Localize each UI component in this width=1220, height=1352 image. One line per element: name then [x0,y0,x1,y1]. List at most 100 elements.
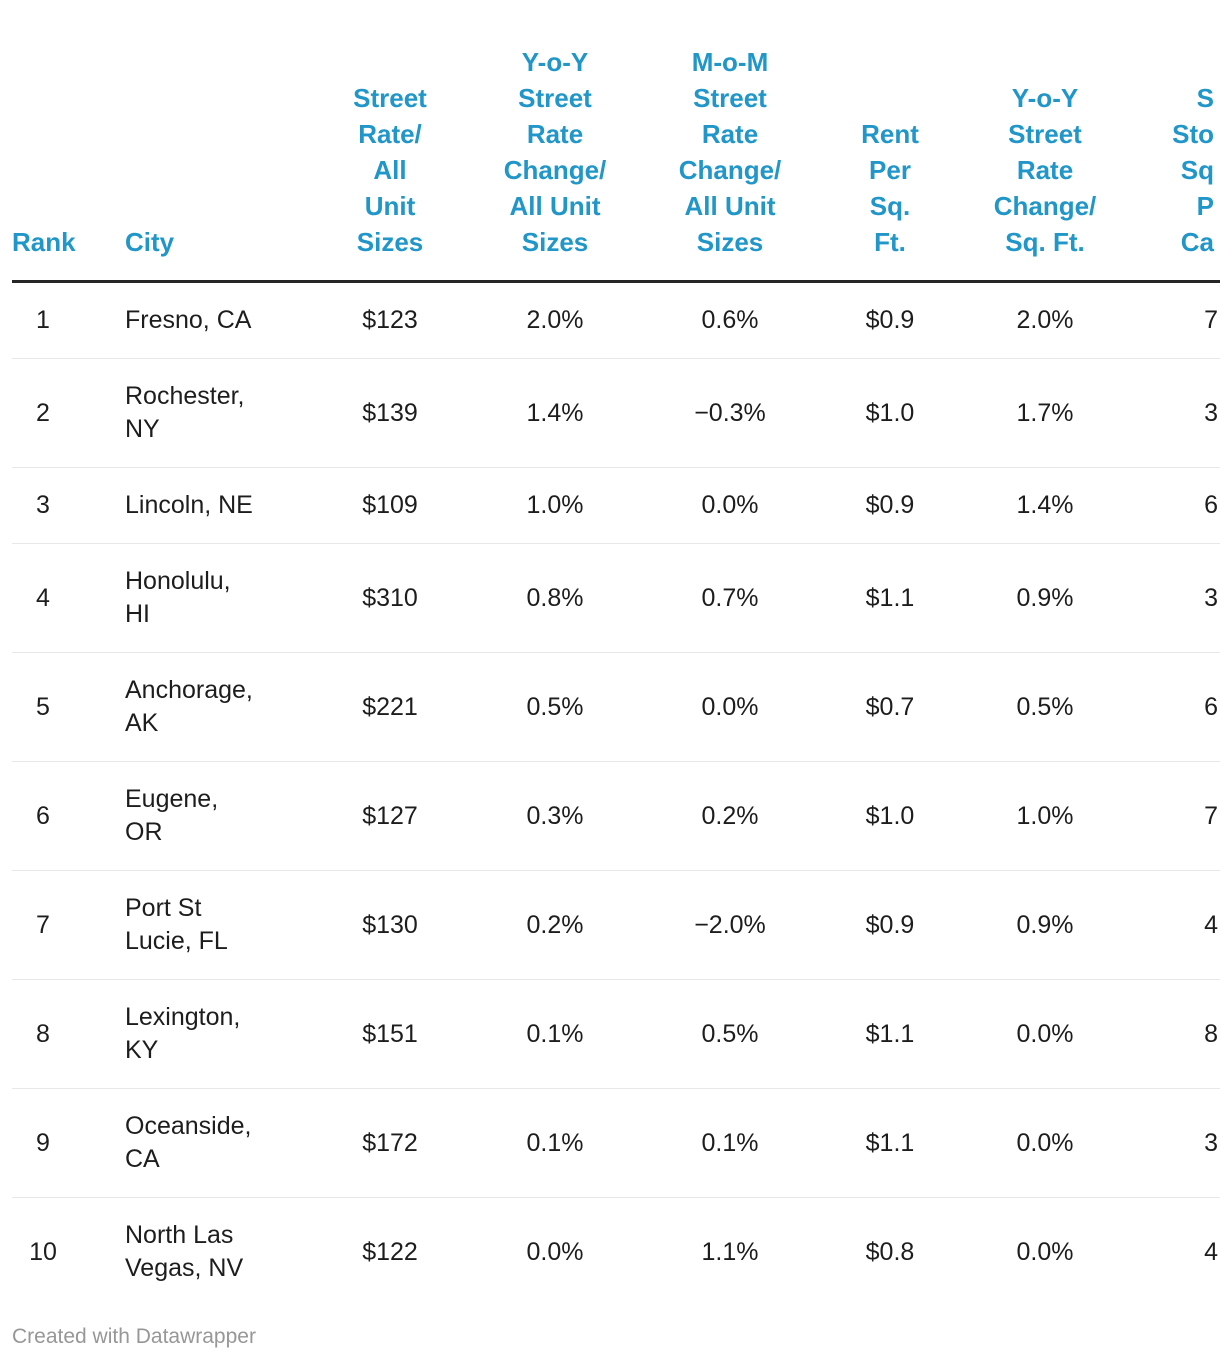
cell-yoy-street-rate: 0.1% [480,1088,630,1198]
cell-truncated-col: 3 [1140,358,1220,468]
cell-rank: 2 [12,358,74,468]
cell-street-rate: $221 [300,652,480,762]
cell-rent-per-sqft: $1.0 [830,761,950,871]
cell-mom-street-rate: 0.5% [630,979,830,1089]
cell-yoy-street-rate: 1.4% [480,358,630,468]
cell-rent-per-sqft: $0.7 [830,652,950,762]
cell-city: North Las Vegas, NV [125,1221,244,1282]
cell-mom-street-rate: 1.1% [701,1237,759,1266]
column-header-yoy-street-rate: Y-o-Y Street Rate Change/ All Unit Sizes [480,0,630,283]
cell-street-rate: $310 [300,543,480,653]
cell-yoy-per-sqft: 1.0% [950,761,1140,871]
cell-yoy-per-sqft: 1.7% [950,358,1140,468]
cell-rent-per-sqft: $0.9 [830,870,950,980]
cell-rank: 5 [12,652,74,762]
cell-yoy-per-sqft: 0.9% [950,870,1140,980]
cell-truncated-col: 3 [1140,543,1220,653]
cell-street-rate: $109 [300,467,480,544]
cell-yoy-per-sqft: 0.0% [1016,1237,1074,1266]
cell-truncated-col: 6 [1140,652,1220,762]
table-row: 10 North Las Vegas, NV $122 0.0% 1.1% $0.8 0.0… [12,1198,1220,1307]
cell-rank: 6 [12,761,74,871]
table-row: 4 Honolulu, HI $310 0.8% 0.7% $1.1 0.9% 3 [12,543,1220,653]
cell-truncated-col: 7 [1140,281,1220,359]
cell-yoy-street-rate: 0.0% [526,1237,584,1266]
cell-mom-street-rate: 0.6% [630,281,830,359]
cell-truncated-col: 4 [1140,870,1220,980]
data-table: Rank City Street Rate/ All Unit Sizes Y-… [12,0,1220,1306]
cell-rent-per-sqft: $0.8 [865,1237,915,1266]
column-header-city: City [74,0,300,283]
cell-yoy-per-sqft: 0.5% [950,652,1140,762]
cell-rent-per-sqft: $1.1 [830,543,950,653]
header-row: Rank City Street Rate/ All Unit Sizes Y-… [12,0,1220,283]
column-header-street-rate: Street Rate/ All Unit Sizes [300,0,480,283]
cell-truncated-col: 8 [1140,979,1220,1089]
cell-rank: 7 [12,870,74,980]
cell-rank: 10 [29,1237,57,1266]
column-header-yoy-per-sqft: Y-o-Y Street Rate Change/ Sq. Ft. [950,0,1140,283]
cell-truncated-col: 7 [1140,761,1220,871]
cell-street-rate: $139 [300,358,480,468]
table-body: 1 Fresno, CA $123 2.0% 0.6% $0.9 2.0% 7 2 Rochest… [12,281,1220,1307]
cell-rank: 9 [12,1088,74,1198]
cell-city: Honolulu, HI [74,543,300,653]
cell-yoy-street-rate: 0.1% [480,979,630,1089]
column-header-rent-per-sqft: Rent Per Sq. Ft. [830,0,950,283]
datawrapper-credit[interactable]: Created with Datawrapper [12,1325,256,1348]
cell-mom-street-rate: 0.2% [630,761,830,871]
cell-rent-per-sqft: $1.1 [830,979,950,1089]
table-row: 1 Fresno, CA $123 2.0% 0.6% $0.9 2.0% 7 [12,281,1220,359]
cell-mom-street-rate: 0.1% [630,1088,830,1198]
table-header: Rank City Street Rate/ All Unit Sizes Y-… [12,0,1220,283]
cell-city: Lexington, KY [74,979,300,1089]
cell-mom-street-rate: 0.0% [630,467,830,544]
cell-yoy-street-rate: 1.0% [480,467,630,544]
cell-yoy-street-rate: 0.3% [480,761,630,871]
cell-truncated-col: 3 [1140,1088,1220,1198]
table-row: 2 Rochester, NY $139 1.4% −0.3% $1.0 1.7% 3 [12,358,1220,468]
cell-yoy-per-sqft: 2.0% [950,281,1140,359]
cell-rent-per-sqft: $1.0 [830,358,950,468]
cell-street-rate: $127 [300,761,480,871]
cell-yoy-per-sqft: 0.0% [950,1088,1140,1198]
cell-city: Port St Lucie, FL [74,870,300,980]
cell-city: Anchorage, AK [74,652,300,762]
column-header-rank: Rank [12,0,76,283]
table-row: 8 Lexington, KY $151 0.1% 0.5% $1.1 0.0% 8 [12,979,1220,1089]
cell-mom-street-rate: 0.7% [630,543,830,653]
cell-rank: 1 [12,281,74,359]
cell-truncated-col: 6 [1140,467,1220,544]
cell-street-rate: $122 [362,1237,418,1266]
column-header-mom-street-rate: M-o-M Street Rate Change/ All Unit Sizes [630,0,830,283]
cell-yoy-per-sqft: 1.4% [950,467,1140,544]
cell-city: Fresno, CA [74,281,300,359]
cell-rank: 8 [12,979,74,1089]
cell-city: Oceanside, CA [74,1088,300,1198]
cell-yoy-street-rate: 0.2% [480,870,630,980]
cell-yoy-street-rate: 0.5% [480,652,630,762]
cell-yoy-per-sqft: 0.0% [950,979,1140,1089]
table-row: 5 Anchorage, AK $221 0.5% 0.0% $0.7 0.5% 6 [12,652,1220,762]
cell-mom-street-rate: −0.3% [630,358,830,468]
column-header-truncated: S Sto Sq P Ca [1140,0,1220,283]
cell-rank: 4 [12,543,74,653]
table-row: 6 Eugene, OR $127 0.3% 0.2% $1.0 1.0% 7 [12,761,1220,871]
cell-yoy-per-sqft: 0.9% [950,543,1140,653]
cell-rent-per-sqft: $0.9 [830,467,950,544]
cell-truncated-col: 4 [1204,1237,1218,1266]
cell-rent-per-sqft: $0.9 [830,281,950,359]
cell-city: Eugene, OR [74,761,300,871]
cell-mom-street-rate: −2.0% [630,870,830,980]
cell-rank: 3 [12,467,74,544]
cell-city: Rochester, NY [74,358,300,468]
table-row: 7 Port St Lucie, FL $130 0.2% −2.0% $0.9 0.9% 4 [12,870,1220,980]
cell-street-rate: $172 [300,1088,480,1198]
cell-street-rate: $130 [300,870,480,980]
table-row: 3 Lincoln, NE $109 1.0% 0.0% $0.9 1.4% 6 [12,467,1220,544]
cell-street-rate: $151 [300,979,480,1089]
cell-yoy-street-rate: 0.8% [480,543,630,653]
cell-mom-street-rate: 0.0% [630,652,830,762]
cell-yoy-street-rate: 2.0% [480,281,630,359]
